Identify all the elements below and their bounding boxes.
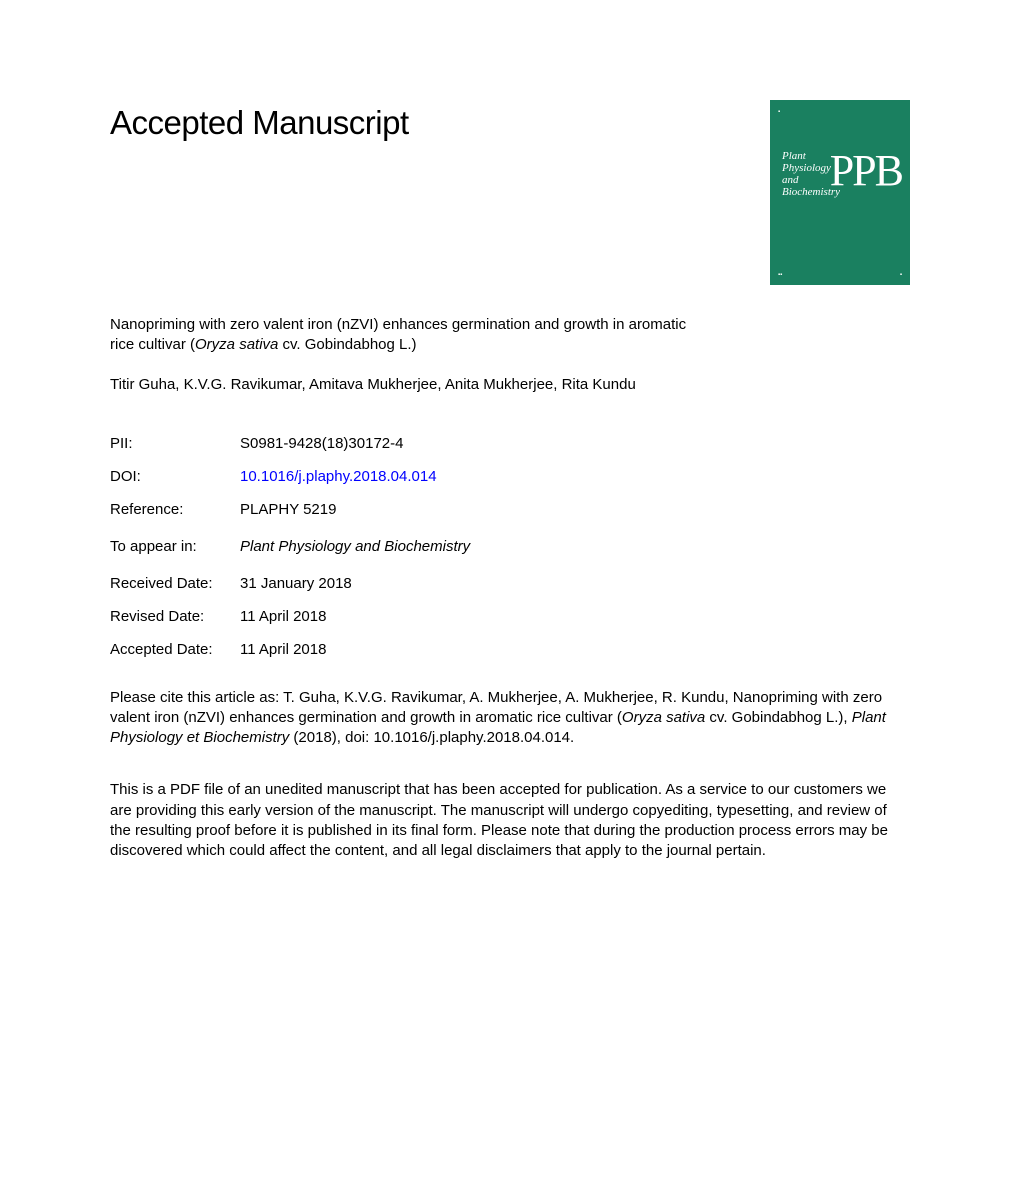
header-row: Accepted Manuscript ▪ Plant Physiology a… <box>110 100 910 285</box>
meta-row-accepted: Accepted Date: 11 April 2018 <box>110 639 910 660</box>
cover-bottom-right: ▪ <box>900 271 902 279</box>
appear-value: Plant Physiology and Biochemistry <box>240 536 910 557</box>
pii-label: PII: <box>110 433 240 454</box>
doi-link[interactable]: 10.1016/j.plaphy.2018.04.014 <box>240 466 910 487</box>
revised-value: 11 April 2018 <box>240 606 910 627</box>
disclaimer-text: This is a PDF file of an unedited manusc… <box>110 780 910 861</box>
accepted-value: 11 April 2018 <box>240 639 910 660</box>
journal-cover-thumbnail: ▪ Plant Physiology and Biochemistry PPB … <box>770 100 910 285</box>
cover-ppb-logo: PPB <box>830 140 902 202</box>
title-species-name: Oryza sativa <box>195 336 278 353</box>
meta-row-pii: PII: S0981-9428(18)30172-4 <box>110 433 910 454</box>
doi-label: DOI: <box>110 466 240 487</box>
page-heading: Accepted Manuscript <box>110 100 409 146</box>
publisher-mark: ▪ <box>778 108 780 116</box>
pii-value: S0981-9428(18)30172-4 <box>240 433 910 454</box>
meta-row-doi: DOI: 10.1016/j.plaphy.2018.04.014 <box>110 466 910 487</box>
cover-top-row: ▪ <box>778 108 902 116</box>
cover-bottom-left: ▪▪ <box>778 271 782 279</box>
authors-list: Titir Guha, K.V.G. Ravikumar, Amitava Mu… <box>110 374 910 395</box>
cover-bottom-row: ▪▪ ▪ <box>778 271 902 279</box>
citation-species: Oryza sativa <box>622 709 705 726</box>
reference-value: PLAPHY 5219 <box>240 499 910 520</box>
meta-row-received: Received Date: 31 January 2018 <box>110 573 910 594</box>
metadata-table: PII: S0981-9428(18)30172-4 DOI: 10.1016/… <box>110 433 910 660</box>
citation-part: (2018), doi: 10.1016/j.plaphy.2018.04.01… <box>289 729 574 746</box>
received-label: Received Date: <box>110 573 240 594</box>
accepted-label: Accepted Date: <box>110 639 240 660</box>
received-value: 31 January 2018 <box>240 573 910 594</box>
appear-label: To appear in: <box>110 536 240 557</box>
revised-label: Revised Date: <box>110 606 240 627</box>
meta-row-revised: Revised Date: 11 April 2018 <box>110 606 910 627</box>
article-title: Nanopriming with zero valent iron (nZVI)… <box>110 315 690 356</box>
title-text: cv. Gobindabhog L.) <box>278 336 416 353</box>
citation-text: Please cite this article as: T. Guha, K.… <box>110 688 910 749</box>
citation-part: cv. Gobindabhog L.), <box>705 709 851 726</box>
meta-row-appear: To appear in: Plant Physiology and Bioch… <box>110 536 910 557</box>
meta-row-reference: Reference: PLAPHY 5219 <box>110 499 910 520</box>
reference-label: Reference: <box>110 499 240 520</box>
